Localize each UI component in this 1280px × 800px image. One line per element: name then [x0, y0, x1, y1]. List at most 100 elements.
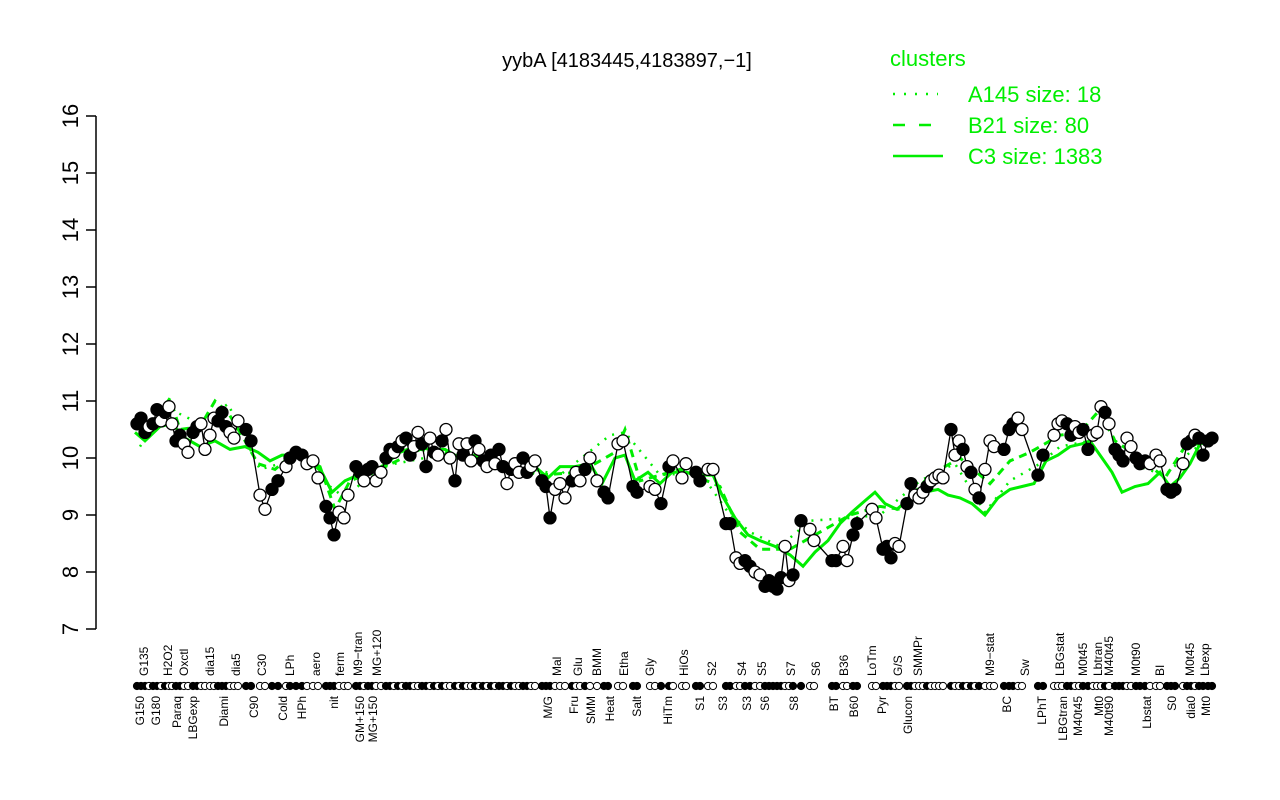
x-marker [246, 681, 256, 691]
data-point [850, 516, 864, 531]
data-point [616, 434, 630, 448]
data-point [573, 474, 587, 488]
data-point [1124, 439, 1138, 454]
x-label-top: SMMPr [911, 636, 925, 676]
data-point [411, 425, 425, 440]
data-point [439, 422, 453, 437]
x-label-top: Lbexp [1198, 643, 1212, 676]
data-point [419, 459, 433, 474]
cluster-line-dashed [138, 394, 1211, 551]
data-point [956, 442, 970, 457]
x-marker [1170, 681, 1180, 691]
x-label-top: Glu [571, 657, 585, 676]
data-point [829, 553, 843, 568]
x-label-bottom: BT [827, 695, 841, 711]
data-point [423, 431, 437, 445]
data-point [543, 511, 557, 525]
data-point [654, 496, 668, 511]
x-label-bottom: Salt [630, 695, 644, 716]
data-point [165, 417, 179, 431]
data-point [1098, 405, 1112, 420]
x-axis-labels: G135 H2O2 Oxctl dia15 dia5 C30 LPh aero ferm M9−t… [133, 629, 1213, 742]
data-point [181, 445, 195, 459]
data-point [357, 474, 371, 488]
data-point [944, 422, 958, 437]
legend-entry-c3: C3 size: 1383 [893, 144, 1103, 169]
x-marker [788, 681, 798, 691]
data-point [162, 400, 176, 414]
y-tick-label: 9 [58, 509, 83, 521]
x-marker [871, 681, 881, 691]
data-point [553, 476, 567, 491]
legend-label-a145: A145 size: 18 [968, 82, 1101, 107]
chart-title: yybA [4183445,4183897,−1] [502, 50, 752, 72]
x-label-top: G135 [137, 646, 151, 676]
x-label-top: M9−tran [351, 632, 365, 676]
data-point [807, 533, 821, 548]
data-point [198, 442, 212, 457]
x-marker [938, 681, 948, 691]
data-point [706, 462, 720, 477]
x-marker [618, 681, 628, 691]
x-marker [894, 681, 904, 691]
x-marker [831, 681, 841, 691]
data-point [648, 482, 662, 497]
x-label-top: C30 [255, 654, 269, 676]
x-label-top: BI [1153, 665, 1167, 676]
y-tick-label: 16 [58, 104, 83, 128]
x-label-top: M0t45 [1183, 642, 1197, 676]
x-marker [681, 681, 691, 691]
data-point [227, 431, 241, 445]
data-point [215, 405, 229, 420]
data-point [1090, 425, 1104, 440]
sample-points [130, 400, 1219, 596]
x-label-bottom: MG+150 [366, 696, 380, 743]
x-label-bottom: LPhT [1035, 695, 1049, 724]
x-label-top: Mal [550, 657, 564, 676]
x-label-bottom: Mt0 [1199, 696, 1213, 716]
data-point [311, 471, 325, 485]
data-point [528, 454, 542, 468]
x-label-top: S4 [735, 661, 749, 676]
data-point [244, 434, 258, 448]
x-label-top: S2 [705, 661, 719, 676]
x-label-top: Etha [617, 651, 631, 676]
data-point [836, 539, 850, 554]
x-label-bottom: dia0 [1184, 696, 1198, 719]
x-marker [852, 681, 862, 691]
y-tick-label: 11 [58, 390, 83, 413]
data-point [1196, 448, 1210, 462]
data-point [846, 528, 860, 542]
data-point [578, 462, 592, 477]
x-label-top: M0t45 [1076, 642, 1090, 676]
data-point [1168, 482, 1182, 497]
data-point [892, 539, 906, 554]
x-label-bottom: C90 [247, 696, 261, 718]
x-marker [708, 681, 718, 691]
data-point [374, 465, 388, 479]
data-point [884, 551, 898, 565]
data-point [1116, 454, 1130, 468]
x-label-bottom: Cold [276, 696, 290, 721]
data-point [840, 553, 854, 568]
x-label-bottom: S1 [693, 696, 707, 711]
x-marker [273, 681, 283, 691]
y-tick-label: 14 [58, 218, 83, 242]
x-marker [233, 681, 243, 691]
legend-label-b21: B21 size: 80 [968, 113, 1089, 138]
x-marker [313, 681, 323, 691]
x-label-top: ferm [333, 652, 347, 676]
x-label-top: M40t45 [1102, 636, 1116, 676]
data-point [679, 457, 693, 471]
x-marker [1207, 681, 1217, 691]
data-point [693, 474, 707, 488]
data-point [258, 502, 272, 516]
data-point [231, 414, 245, 428]
x-marker [260, 681, 270, 691]
data-point [1076, 422, 1090, 437]
x-label-bottom: B60 [847, 696, 861, 718]
x-marker [796, 681, 806, 691]
x-label-bottom: Heat [603, 695, 617, 721]
x-marker [592, 681, 602, 691]
